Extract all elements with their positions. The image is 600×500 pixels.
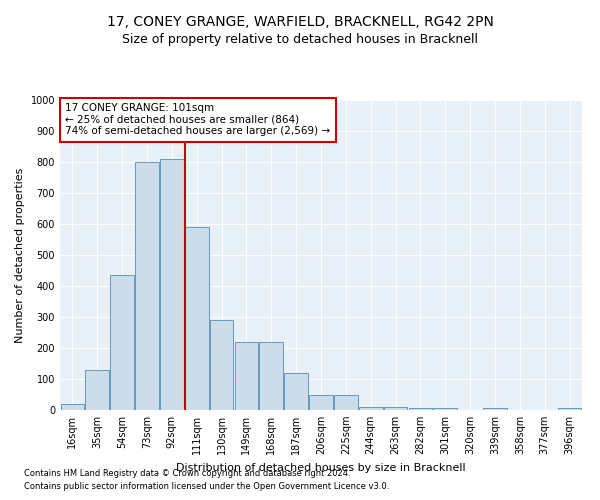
Bar — [334, 394, 358, 410]
Bar — [110, 275, 134, 410]
Bar — [359, 407, 383, 410]
Bar — [309, 394, 333, 410]
Text: Size of property relative to detached houses in Bracknell: Size of property relative to detached ho… — [122, 32, 478, 46]
Bar — [135, 162, 159, 410]
Bar — [235, 342, 258, 410]
Text: 17, CONEY GRANGE, WARFIELD, BRACKNELL, RG42 2PN: 17, CONEY GRANGE, WARFIELD, BRACKNELL, R… — [107, 15, 493, 29]
Bar — [85, 370, 109, 410]
Bar — [284, 373, 308, 410]
Bar — [259, 342, 283, 410]
X-axis label: Distribution of detached houses by size in Bracknell: Distribution of detached houses by size … — [176, 462, 466, 472]
Bar — [210, 320, 233, 410]
Text: Contains HM Land Registry data © Crown copyright and database right 2024.: Contains HM Land Registry data © Crown c… — [24, 468, 350, 477]
Text: Contains public sector information licensed under the Open Government Licence v3: Contains public sector information licen… — [24, 482, 389, 491]
Bar — [384, 407, 407, 410]
Bar — [61, 404, 84, 410]
Y-axis label: Number of detached properties: Number of detached properties — [15, 168, 25, 342]
Bar — [409, 408, 432, 410]
Text: 17 CONEY GRANGE: 101sqm
← 25% of detached houses are smaller (864)
74% of semi-d: 17 CONEY GRANGE: 101sqm ← 25% of detache… — [65, 103, 331, 136]
Bar — [483, 408, 507, 410]
Bar — [160, 159, 184, 410]
Bar — [185, 227, 209, 410]
Bar — [433, 408, 457, 410]
Bar — [558, 408, 581, 410]
